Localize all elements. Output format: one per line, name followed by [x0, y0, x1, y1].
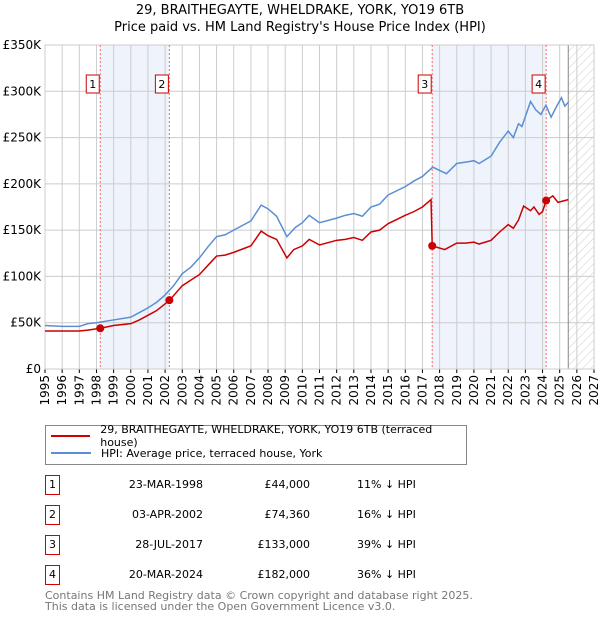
x-tick-label: 2022 [501, 375, 515, 406]
sale-label-box [85, 74, 100, 94]
sale-date: 20-MAR-2024 [128, 568, 203, 581]
chart-title: 29, BRAITHEGAYTE, WHELDRAKE, YORK, YO19 … [135, 3, 465, 18]
legend: 29, BRAITHEGAYTE, WHELDRAKE, YORK, YO19 … [45, 423, 467, 465]
x-tick-label: 2007 [244, 375, 258, 406]
legend-item-hpi: HPI: Average price, terraced house, York [46, 445, 322, 461]
legend-label: 29, BRAITHEGAYTE, WHELDRAKE, YORK, YO19 … [100, 423, 433, 449]
sale-price: £182,000 [257, 568, 311, 581]
sale-label: 4 [535, 78, 542, 91]
footer-line-2: This data is licensed under the Open Gov… [45, 600, 396, 613]
sale-number-badge: 4 [45, 565, 60, 585]
x-tick-label: 2009 [278, 375, 292, 406]
x-tick-label: 2021 [484, 375, 498, 406]
x-tick-label: 2024 [536, 375, 550, 406]
y-tick-label: £100K [3, 269, 43, 283]
sale-date: 23-MAR-1998 [128, 478, 203, 491]
sale-label-box [154, 74, 169, 94]
x-tick-label: 2011 [313, 375, 327, 406]
shaded-period-3-4 [432, 45, 547, 369]
x-tick-label: 2015 [381, 375, 395, 406]
x-tick-label: 1995 [38, 375, 52, 406]
sale-label: 3 [421, 78, 428, 91]
sale-hpi-diff: 11% ↓ HPI [357, 478, 416, 491]
x-tick-label: 2003 [175, 375, 189, 406]
y-tick-label: £50K [10, 316, 42, 330]
hpi-line [44, 96, 569, 328]
sale-point [542, 196, 551, 205]
legend-label: HPI: Average price, terraced house, York [101, 446, 323, 460]
x-tick-label: 2013 [347, 375, 361, 406]
plot-area: 1995 1996 1997 1998 1999 2000 2001 2002 2003 2004… [3, 38, 600, 406]
sale-row: 3 28-JUL-2017 £133,000 39% ↓ HPI [45, 535, 465, 555]
x-tick-label: 1996 [55, 375, 69, 406]
footer: Contains HM Land Registry data © Crown c… [45, 590, 473, 612]
y-tick-label: £0 [26, 362, 41, 376]
sale-row: 2 03-APR-2002 £74,360 16% ↓ HPI [45, 505, 465, 525]
sale-point [428, 241, 437, 250]
sale-number-badge: 3 [45, 535, 60, 555]
legend-item-property: 29, BRAITHEGAYTE, WHELDRAKE, YORK, YO19 … [46, 423, 466, 449]
x-tick-label: 1999 [107, 375, 121, 406]
x-tick-label: 2026 [570, 375, 584, 406]
x-tick-label: 2023 [518, 375, 532, 406]
x-tick-label: 2014 [364, 375, 378, 406]
x-tick-label: 1998 [89, 375, 103, 406]
x-tick-label: 2019 [450, 375, 464, 406]
sale-hpi-diff: 16% ↓ HPI [357, 508, 416, 521]
chart-subtitle: Price paid vs. HM Land Registry's House … [114, 20, 486, 35]
sale-point [165, 296, 174, 305]
sale-number-badge: 1 [45, 475, 60, 495]
y-tick-label: £150K [3, 223, 43, 237]
x-tick-label: 2025 [553, 375, 567, 406]
sale-label-box [417, 74, 432, 94]
x-tick-label: 2016 [398, 375, 412, 406]
x-tick-label: 2010 [295, 375, 309, 406]
x-tick-label: 2018 [433, 375, 447, 406]
footer-line-1: Contains HM Land Registry data © Crown c… [45, 589, 473, 602]
legend-swatch-red [51, 435, 91, 437]
sale-row: 4 20-MAR-2024 £182,000 36% ↓ HPI [45, 565, 465, 585]
sale-label: 1 [89, 78, 96, 91]
x-tick-label: 2020 [467, 375, 481, 406]
x-tick-label: 2012 [330, 375, 344, 406]
legend-swatch-blue [51, 452, 91, 454]
sale-date: 28-JUL-2017 [135, 538, 203, 551]
sale-price: £133,000 [257, 538, 311, 551]
sale-hpi-diff: 39% ↓ HPI [357, 538, 416, 551]
price-paid-line [45, 194, 569, 332]
sale-label-box [531, 74, 546, 94]
y-tick-label: £350K [3, 38, 43, 52]
sale-row: 1 23-MAR-1998 £44,000 11% ↓ HPI [45, 475, 465, 495]
x-tick-label: 2005 [210, 375, 224, 406]
plot-border [44, 44, 595, 370]
x-tick-label: 2004 [192, 375, 206, 406]
y-tick-label: £300K [3, 84, 43, 98]
sale-point [96, 324, 105, 333]
y-tick-label: £200K [3, 177, 43, 191]
sale-number-badge: 2 [45, 505, 60, 525]
y-tick-label: £250K [3, 131, 43, 145]
x-tick-label: 2002 [158, 375, 172, 406]
sale-hpi-diff: 36% ↓ HPI [357, 568, 416, 581]
x-tick-label: 1997 [72, 375, 86, 406]
x-tick-label: 2001 [141, 375, 155, 406]
x-tick-label: 2008 [261, 375, 275, 406]
x-tick-label: 2027 [587, 375, 600, 406]
sale-price: £44,000 [264, 478, 311, 491]
sale-price: £74,360 [264, 508, 311, 521]
forecast-hatch [568, 45, 594, 369]
sale-label: 2 [158, 78, 165, 91]
x-tick-label: 2017 [415, 375, 429, 406]
x-tick-label: 2000 [124, 375, 138, 406]
x-tick-label: 2006 [227, 375, 241, 406]
sale-date: 03-APR-2002 [131, 508, 203, 521]
